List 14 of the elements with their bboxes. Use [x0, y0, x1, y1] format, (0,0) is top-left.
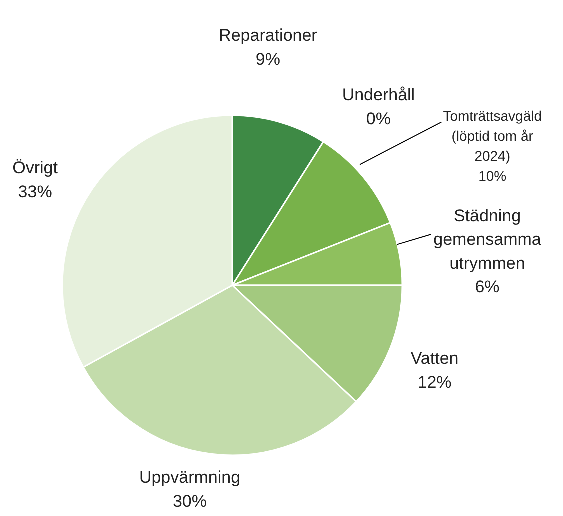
slice-label: Reparationer [219, 26, 318, 46]
data-label: 6% [475, 278, 500, 297]
category-label: Underhåll [342, 86, 416, 105]
slice-label: Vatten [410, 349, 459, 368]
slice-label: Övrigt [12, 158, 58, 178]
slice-label: Tomträttsavgäld (löptid tom år 2024) [443, 108, 542, 164]
data-label: 9% [256, 50, 280, 69]
slice-label: Städning gemensamma utrymmen [434, 206, 542, 273]
data-label: 30% [172, 492, 208, 511]
data-label: 10% [478, 168, 507, 184]
slice-label: Uppvärmning [139, 468, 241, 488]
text: 0% [366, 109, 391, 128]
data-label: 12% [418, 372, 452, 392]
data-label: 33% [18, 182, 52, 202]
